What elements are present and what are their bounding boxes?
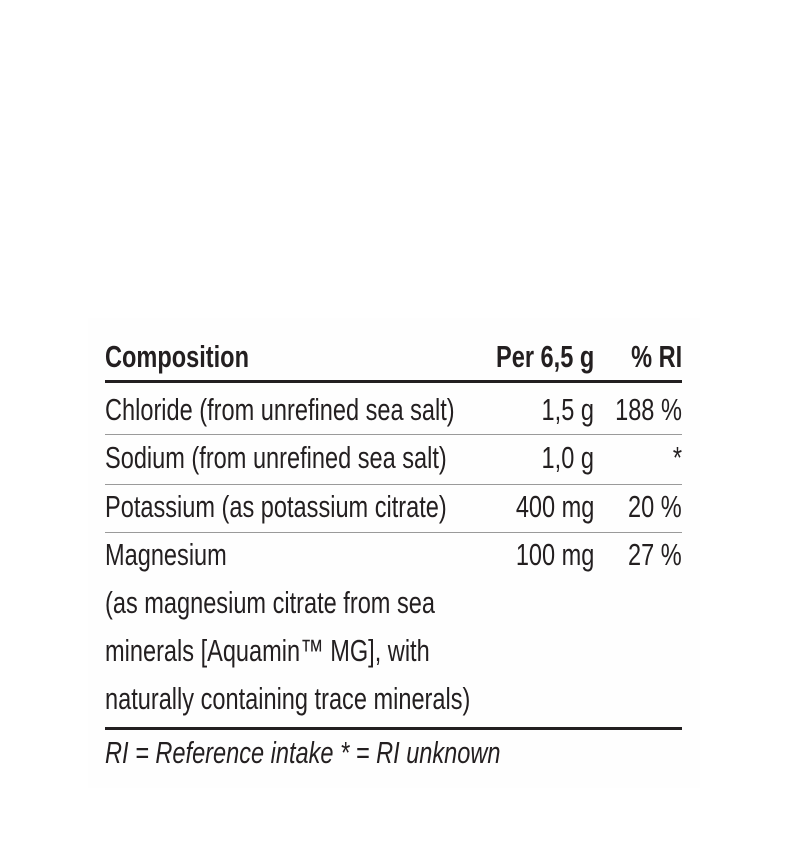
row-magnesium-detail-line: naturally containing trace minerals) [105, 681, 471, 716]
row-sodium-name: Sodium (from unrefined sea salt) [105, 440, 447, 475]
row-divider [105, 532, 682, 533]
header-ri: % RI [630, 339, 682, 374]
composition-table [88, 318, 700, 788]
footnote: RI = Reference intake * = RI unknown [105, 735, 501, 770]
header-composition: Composition [105, 339, 249, 374]
row-magnesium-amount: 100 mg [515, 537, 594, 572]
row-divider [105, 434, 682, 435]
row-magnesium-detail-line: (as magnesium citrate from sea [105, 585, 435, 620]
row-potassium-ri: 20 % [628, 489, 682, 524]
row-chloride-name: Chloride (from unrefined sea salt) [105, 392, 455, 427]
row-sodium-amount: 1,0 g [541, 440, 594, 475]
row-sodium-ri: * [672, 440, 682, 475]
header-per-serving: Per 6,5 g [495, 339, 594, 374]
row-chloride-amount: 1,5 g [541, 392, 594, 427]
row-magnesium-name: Magnesium [105, 537, 227, 572]
row-magnesium-ri: 27 % [628, 537, 682, 572]
row-magnesium-detail-line: minerals [Aquamin™ MG], with [105, 633, 430, 668]
table-bottom-divider [105, 727, 682, 730]
row-divider [105, 484, 682, 485]
row-potassium-amount: 400 mg [515, 489, 594, 524]
row-chloride-ri: 188 % [615, 392, 682, 427]
header-divider [105, 380, 682, 383]
row-potassium-name: Potassium (as potassium citrate) [105, 489, 447, 524]
